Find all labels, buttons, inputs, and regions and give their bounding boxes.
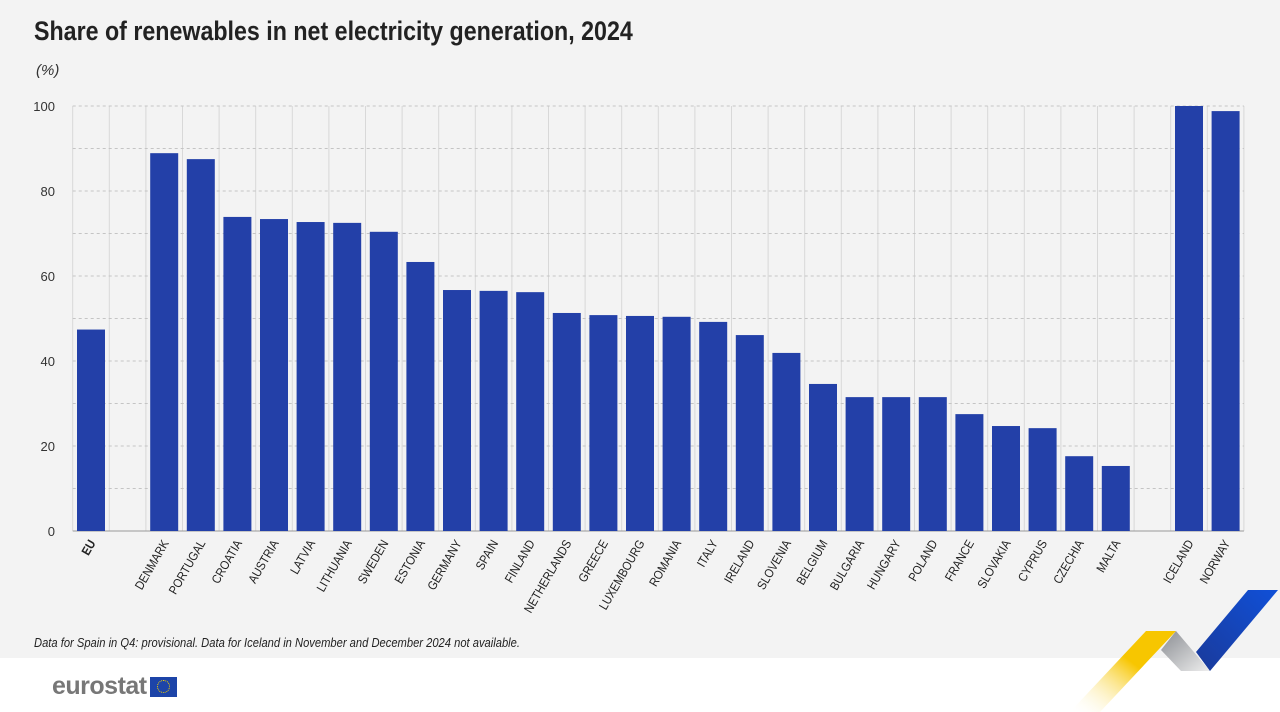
logo-text: eurostat: [52, 672, 147, 700]
x-tick-label: FINLAND: [502, 538, 537, 586]
x-tick-label: NORWAY: [1197, 538, 1233, 587]
bar-luxembourg: [626, 315, 654, 531]
y-tick-label: 0: [48, 524, 55, 539]
eurostat-logo: eurostat: [52, 672, 177, 701]
bar-denmark: [150, 153, 179, 532]
x-tick-label: IRELAND: [722, 538, 758, 586]
bar-germany: [443, 290, 471, 531]
y-tick-label: 40: [41, 354, 55, 369]
bar-italy: [699, 321, 728, 531]
bar-poland: [918, 397, 947, 531]
bar-greece: [589, 315, 618, 531]
y-tick-label: 60: [41, 269, 55, 284]
x-tick-label: LATVIA: [288, 538, 319, 577]
bar-croatia: [223, 216, 252, 532]
bar-slovenia: [772, 352, 801, 531]
x-tick-label: SPAIN: [473, 538, 501, 573]
x-tick-label: SLOVAKIA: [975, 538, 1014, 591]
x-tick-label: SWEDEN: [355, 538, 391, 587]
bar-belgium: [809, 383, 837, 531]
bar-eu: [77, 329, 105, 531]
y-tick-label: 80: [41, 184, 55, 199]
x-tick-label: ESTONIA: [392, 538, 428, 587]
x-tick-label: PORTUGAL: [166, 537, 208, 596]
chart-title: Share of renewables in net electricity g…: [34, 16, 633, 46]
y-tick-label: 100: [33, 99, 55, 114]
x-tick-label: CROATIA: [209, 538, 245, 587]
x-tick-label: ITALY: [695, 538, 721, 570]
y-axis-unit: (%): [36, 62, 60, 79]
bar-netherlands: [552, 312, 581, 531]
bar-portugal: [186, 159, 215, 531]
x-tick-label: LITHUANIA: [314, 538, 355, 595]
bar-hungary: [882, 397, 911, 531]
bar-france: [955, 414, 984, 531]
bar-czechia: [1065, 456, 1094, 531]
x-tick-label: ICELAND: [1161, 538, 1197, 586]
eu-flag-icon: [149, 676, 177, 697]
x-tick-label: ROMANIA: [647, 538, 685, 589]
x-tick-label: BULGARIA: [828, 538, 868, 593]
bar-bulgaria: [845, 397, 874, 531]
bar-slovakia: [992, 426, 1020, 531]
x-tick-label: AUSTRIA: [246, 538, 282, 586]
bar-austria: [260, 219, 288, 532]
bar-sweden: [369, 231, 398, 532]
x-tick-label: GREECE: [576, 538, 611, 585]
x-tick-label: CYPRUS: [1015, 538, 1050, 585]
bar-finland: [516, 292, 545, 531]
footnote: Data for Spain in Q4: provisional. Data …: [34, 635, 520, 650]
decorative-ribbon-icon: [1070, 590, 1278, 712]
bar-estonia: [406, 261, 435, 531]
bar-iceland: [1175, 106, 1203, 531]
x-tick-label: FRANCE: [943, 538, 978, 584]
x-tick-label: EU: [79, 538, 99, 558]
x-tick-label: MALTA: [1094, 538, 1124, 575]
bar-latvia: [296, 222, 325, 531]
bar-spain: [479, 290, 508, 531]
bar-ireland: [735, 335, 764, 531]
bar-norway: [1211, 111, 1240, 531]
x-tick-label: BELGIUM: [794, 538, 831, 588]
bar-cyprus: [1028, 428, 1057, 531]
x-tick-label: POLAND: [906, 538, 941, 584]
bar-malta: [1101, 465, 1130, 531]
bar-romania: [662, 316, 691, 531]
y-tick-label: 20: [41, 439, 55, 454]
x-tick-label: DENMARK: [133, 538, 173, 593]
x-tick-label: SLOVENIA: [755, 538, 795, 593]
x-tick-label: HUNGARY: [865, 538, 904, 592]
x-tick-label: GERMANY: [425, 538, 465, 593]
bar-lithuania: [333, 222, 362, 531]
